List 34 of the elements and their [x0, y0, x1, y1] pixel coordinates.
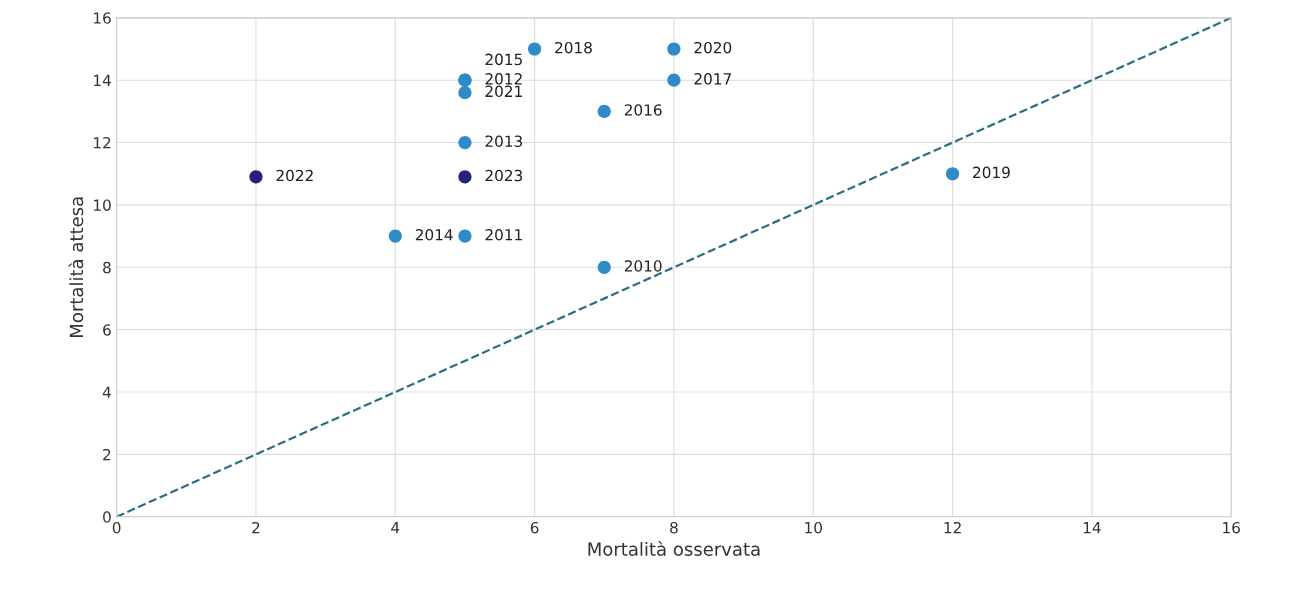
x-tick-label: 0 — [112, 521, 121, 534]
annotation: 2017 — [694, 73, 731, 85]
y-tick-label: 12 — [94, 137, 111, 149]
annotation: 2016 — [624, 104, 662, 116]
y-tick-label: 6 — [103, 324, 111, 336]
annotation: 2018 — [555, 41, 592, 54]
x-axis-title: Mortalità osservata — [588, 541, 760, 556]
annotation: 2013 — [485, 135, 523, 147]
x-tick-label: 10 — [805, 521, 822, 534]
y-tick-label: 16 — [94, 12, 111, 24]
y-tick-label: 14 — [94, 74, 111, 86]
x-tick-label: 6 — [530, 521, 539, 534]
annotation: 2021 — [485, 85, 522, 98]
x-tick-label: 14 — [1083, 522, 1101, 534]
annotation: 2015 — [485, 53, 522, 66]
annotation: 2020 — [694, 41, 732, 54]
y-tick-label: 2 — [103, 448, 111, 461]
x-tick-label: 12 — [944, 521, 961, 534]
y-axis-title: Mortalità attesa — [68, 197, 84, 337]
annotation: 2023 — [485, 169, 523, 182]
x-tick-label: 2 — [252, 521, 260, 534]
y-tick-label: 10 — [94, 199, 111, 211]
annotation: 2022 — [276, 169, 313, 182]
y-tick-label: 8 — [103, 261, 111, 274]
y-tick-label: 4 — [102, 386, 111, 398]
x-tick-label: 8 — [670, 521, 678, 534]
annotation: 2019 — [973, 166, 1010, 179]
annotation: 2012 — [485, 73, 522, 85]
x-tick-label: 4 — [391, 522, 400, 534]
annotation: 2011 — [485, 228, 522, 241]
annotation: 2014 — [415, 228, 453, 241]
x-tick-label: 16 — [1223, 521, 1240, 534]
annotation: 2010 — [624, 260, 662, 272]
y-tick-label: 0 — [103, 511, 111, 523]
